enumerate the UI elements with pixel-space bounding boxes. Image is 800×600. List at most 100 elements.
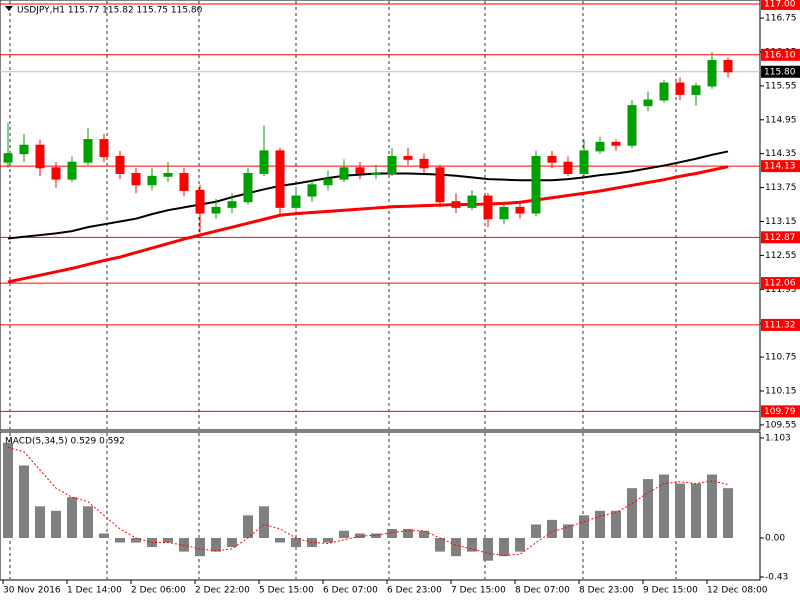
candle-body: [691, 85, 701, 95]
macd-bar: [67, 497, 77, 539]
y-tick-label: 114.95: [765, 115, 797, 125]
macd-bar: [563, 524, 573, 539]
candle-body: [131, 172, 141, 186]
main-pane: [0, 0, 761, 431]
macd-bar: [131, 538, 141, 543]
candle-body: [243, 172, 253, 203]
candle-body: [259, 150, 269, 174]
level-box: [761, 231, 800, 244]
x-tick-label: 30 Nov 2016: [3, 586, 61, 596]
symbol-header: USDJPY,H1 115.77 115.82 115.75 115.80: [17, 6, 203, 16]
x-tick-label: 6 Dec 07:00: [323, 586, 378, 596]
macd-bar: [163, 538, 173, 543]
macd-bar: [707, 474, 717, 539]
level-label: 109.79: [764, 407, 796, 417]
level-box: [761, 48, 800, 61]
candle-body: [179, 172, 189, 191]
macd-bar: [723, 488, 733, 539]
candle-body: [195, 189, 205, 214]
macd-bar: [403, 528, 413, 539]
macd-bar: [35, 506, 45, 539]
candle-body: [291, 195, 301, 208]
level-box: [761, 318, 800, 331]
macd-bar: [531, 524, 541, 539]
macd-bar: [419, 530, 429, 539]
candle-body: [707, 59, 717, 87]
y-tick-label: 110.75: [765, 353, 797, 363]
x-tick-label: 8 Dec 23:00: [579, 586, 634, 596]
y-tick-label: 110.15: [765, 387, 797, 397]
macd-bar: [643, 479, 653, 539]
candle-body: [483, 195, 493, 220]
macd-bar: [19, 465, 29, 539]
current-price-box: [761, 65, 800, 78]
current-price-label: 115.80: [764, 67, 796, 77]
macd-bar: [547, 519, 557, 539]
level-label: 112.06: [764, 279, 796, 289]
candle-body: [115, 156, 125, 174]
y-tick-label: 114.35: [765, 149, 797, 159]
x-tick-label: 1 Dec 14:00: [67, 586, 122, 596]
candle-body: [435, 167, 445, 203]
x-tick-label: 8 Dec 07:00: [515, 586, 570, 596]
y-tick-label: 111.95: [765, 285, 797, 295]
x-tick-label: 6 Dec 23:00: [387, 586, 442, 596]
y-tick-label: -0.43: [765, 573, 788, 583]
macd-bar: [611, 510, 621, 539]
candle-body: [723, 59, 733, 73]
candle-body: [83, 139, 93, 163]
level-label: 111.32: [764, 320, 796, 330]
level-box: [761, 0, 800, 10]
y-tick-label: 112.55: [765, 251, 797, 261]
macd-bar: [291, 538, 301, 548]
candle-body: [339, 167, 349, 180]
candle-body: [467, 195, 477, 208]
x-tick-label: 2 Dec 06:00: [131, 586, 186, 596]
candle-body: [163, 172, 173, 177]
candle-body: [387, 156, 397, 174]
macd-bar: [579, 515, 589, 539]
candle-body: [515, 206, 525, 214]
y-tick-label: 0.00: [765, 534, 785, 544]
macd-bar: [195, 538, 205, 557]
macd-bar: [339, 530, 349, 539]
macd-bar: [243, 515, 253, 539]
y-tick-label: 109.55: [765, 420, 797, 430]
level-box: [761, 160, 800, 173]
candle-body: [611, 141, 621, 146]
moving-average: [7, 165, 729, 284]
candle-body: [307, 184, 317, 197]
candle-body: [595, 141, 605, 152]
candle-body: [19, 144, 29, 155]
macd-bar: [3, 442, 13, 539]
macd-bar: [275, 538, 285, 543]
macd-bar: [259, 506, 269, 539]
macd-bar: [467, 538, 477, 552]
macd-title: MACD(5,34,5) 0.529 0.592: [5, 437, 125, 447]
y-tick-label: 113.15: [765, 217, 797, 227]
x-tick-label: 7 Dec 15:00: [451, 586, 506, 596]
candle-body: [147, 175, 157, 186]
candle-body: [451, 201, 461, 208]
x-tick-label: 12 Dec 08:00: [707, 586, 768, 596]
candle-body: [627, 105, 637, 146]
candle-body: [99, 139, 109, 158]
candle-body: [323, 178, 333, 186]
macd-bar: [515, 538, 525, 552]
candle-body: [531, 156, 541, 214]
y-tick-label: 116.75: [765, 14, 797, 24]
x-tick-label: 5 Dec 15:00: [259, 586, 314, 596]
candle-body: [67, 161, 77, 180]
macd-bar: [51, 510, 61, 539]
macd-bar: [355, 533, 365, 539]
macd-bar: [499, 538, 509, 557]
macd-bar: [99, 533, 109, 539]
level-label: 116.10: [764, 50, 796, 60]
macd-bar: [227, 538, 237, 548]
candle-body: [355, 167, 365, 174]
menu-icon[interactable]: [5, 6, 13, 11]
candle-body: [3, 153, 13, 163]
candle-body: [51, 167, 61, 180]
y-tick-label: 115.55: [765, 81, 797, 91]
